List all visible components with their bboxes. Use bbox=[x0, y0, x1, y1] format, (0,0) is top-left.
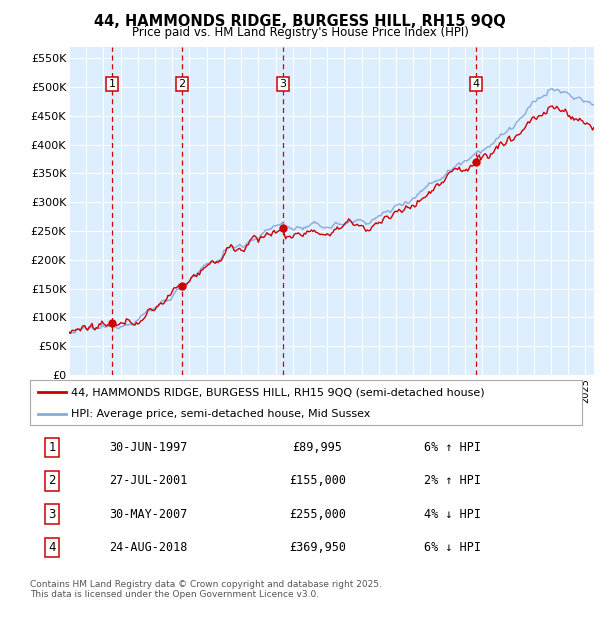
Text: £369,950: £369,950 bbox=[289, 541, 346, 554]
Text: 4: 4 bbox=[49, 541, 56, 554]
Text: 3: 3 bbox=[279, 79, 286, 89]
Text: Price paid vs. HM Land Registry's House Price Index (HPI): Price paid vs. HM Land Registry's House … bbox=[131, 26, 469, 39]
Text: 30-MAY-2007: 30-MAY-2007 bbox=[109, 508, 187, 521]
Text: 1: 1 bbox=[49, 441, 56, 454]
Text: 3: 3 bbox=[49, 508, 56, 521]
Text: 44, HAMMONDS RIDGE, BURGESS HILL, RH15 9QQ (semi-detached house): 44, HAMMONDS RIDGE, BURGESS HILL, RH15 9… bbox=[71, 387, 485, 397]
Text: HPI: Average price, semi-detached house, Mid Sussex: HPI: Average price, semi-detached house,… bbox=[71, 409, 371, 419]
Text: Contains HM Land Registry data © Crown copyright and database right 2025.
This d: Contains HM Land Registry data © Crown c… bbox=[30, 580, 382, 599]
Text: 30-JUN-1997: 30-JUN-1997 bbox=[109, 441, 187, 454]
Text: 2% ↑ HPI: 2% ↑ HPI bbox=[424, 474, 481, 487]
Text: 44, HAMMONDS RIDGE, BURGESS HILL, RH15 9QQ: 44, HAMMONDS RIDGE, BURGESS HILL, RH15 9… bbox=[94, 14, 506, 29]
Text: 27-JUL-2001: 27-JUL-2001 bbox=[109, 474, 187, 487]
Text: £255,000: £255,000 bbox=[289, 508, 346, 521]
Text: 4: 4 bbox=[472, 79, 479, 89]
Text: 2: 2 bbox=[179, 79, 185, 89]
Text: £89,995: £89,995 bbox=[292, 441, 342, 454]
Text: 1: 1 bbox=[109, 79, 115, 89]
Text: 4% ↓ HPI: 4% ↓ HPI bbox=[424, 508, 481, 521]
Text: 6% ↑ HPI: 6% ↑ HPI bbox=[424, 441, 481, 454]
Text: 2: 2 bbox=[49, 474, 56, 487]
Text: £155,000: £155,000 bbox=[289, 474, 346, 487]
Text: 6% ↓ HPI: 6% ↓ HPI bbox=[424, 541, 481, 554]
Text: 24-AUG-2018: 24-AUG-2018 bbox=[109, 541, 187, 554]
